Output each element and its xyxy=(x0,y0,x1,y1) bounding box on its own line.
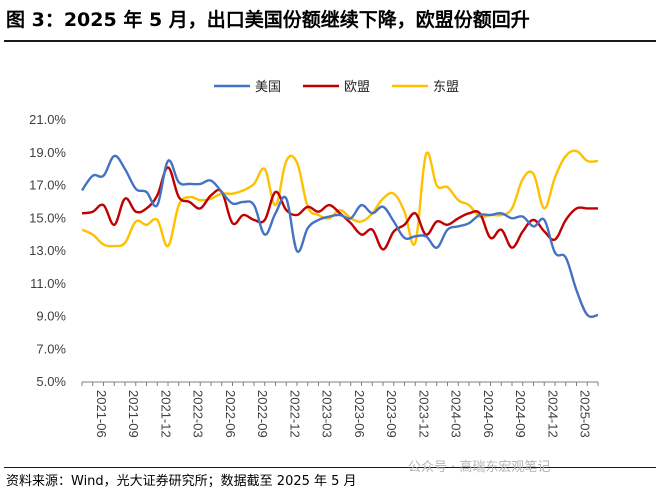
legend-item-asean: 东盟 xyxy=(392,80,459,95)
series-line-eu xyxy=(81,166,598,251)
title-rule xyxy=(4,40,656,42)
x-tick-label: 2025-03 xyxy=(578,390,593,438)
series-line-asean xyxy=(81,149,599,248)
x-axis: 2021-06 2021-09 2021-12 2022-03 2022-06 2022-… xyxy=(81,381,599,438)
figure-title: 图 3：2025 年 5 月，出口美国份额继续下降，欧盟份额回升 xyxy=(6,9,530,31)
y-tick-label: 5.0% xyxy=(36,374,66,389)
x-tick-label: 2024-12 xyxy=(545,390,560,438)
y-tick-label: 13.0% xyxy=(29,243,66,258)
x-tick-label: 2023-09 xyxy=(384,390,399,438)
x-tick-label: 2021-06 xyxy=(94,390,109,438)
x-tick-label: 2023-12 xyxy=(416,390,431,438)
x-tick-label: 2022-12 xyxy=(287,390,302,438)
x-tick-label: 2021-12 xyxy=(158,390,173,438)
footer-rule xyxy=(4,467,656,468)
x-tick-label: 2022-09 xyxy=(255,390,270,438)
y-tick-label: 15.0% xyxy=(29,210,66,225)
x-tick-label: 2024-03 xyxy=(449,390,464,438)
x-tick-label: 2024-09 xyxy=(513,390,528,438)
legend-item-eu: 欧盟 xyxy=(303,80,370,95)
x-tick-label: 2022-06 xyxy=(223,390,238,438)
series-line-us xyxy=(81,154,599,319)
y-tick-label: 21.0% xyxy=(29,112,66,127)
series-lines xyxy=(81,149,599,319)
y-tick-label: 9.0% xyxy=(36,309,66,324)
x-tick-label: 2021-09 xyxy=(126,390,141,438)
chart-legend: 美国 欧盟 东盟 xyxy=(214,80,459,95)
legend-label: 东盟 xyxy=(433,80,459,95)
y-tick-label: 19.0% xyxy=(29,145,66,160)
y-tick-label: 17.0% xyxy=(29,178,66,193)
y-tick-label: 7.0% xyxy=(36,341,66,356)
legend-item-us: 美国 xyxy=(214,80,281,95)
x-tick-label: 2024-06 xyxy=(481,390,496,438)
y-axis: 21.0% 19.0% 17.0% 15.0% 13.0% 11.0% 9.0% 7.0% 5.… xyxy=(29,112,66,389)
x-tick-label: 2023-03 xyxy=(320,390,335,438)
x-tick-label: 2023-06 xyxy=(352,390,367,438)
y-tick-label: 11.0% xyxy=(30,276,66,291)
legend-label: 美国 xyxy=(255,80,281,95)
x-tick-label: 2022-03 xyxy=(191,390,206,438)
watermark: 公众号 · 高瑞东宏观笔记 xyxy=(408,460,551,475)
source-note: 资料来源：Wind，光大证券研究所；数据截至 2025 年 5 月 xyxy=(6,474,357,489)
legend-label: 欧盟 xyxy=(344,80,370,95)
